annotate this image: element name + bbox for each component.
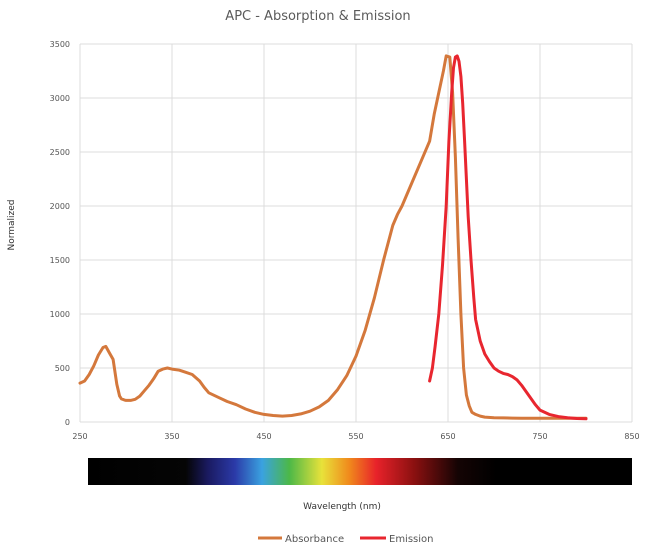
x-tick-label: 850 [624, 432, 639, 441]
y-tick-label: 1500 [50, 256, 70, 265]
y-axis-ticks: 0 500 1000 1500 2000 2500 3000 3500 [50, 40, 70, 427]
y-tick-label: 2500 [50, 148, 70, 157]
x-tick-label: 450 [256, 432, 271, 441]
series-line-absorbance [78, 54, 588, 420]
y-tick-label: 500 [55, 364, 70, 373]
legend-label-absorbance: Absorbance [285, 534, 344, 545]
spectrum-color-bar [88, 458, 632, 485]
x-tick-label: 550 [348, 432, 363, 441]
y-tick-label: 1000 [50, 310, 70, 319]
y-tick-label: 3000 [50, 94, 70, 103]
y-tick-label: 3500 [50, 40, 70, 49]
legend: Absorbance Emission [258, 534, 434, 545]
x-tick-label: 350 [164, 432, 179, 441]
y-axis-label: Normalized [7, 199, 17, 250]
x-tick-label: 650 [440, 432, 455, 441]
series-line-emission [428, 54, 588, 421]
chart-title: APC - Absorption & Emission [225, 9, 410, 24]
x-axis-label: Wavelength (nm) [303, 502, 381, 512]
grid [79, 43, 633, 423]
y-tick-label: 2000 [50, 202, 70, 211]
x-tick-label: 750 [532, 432, 547, 441]
legend-label-emission: Emission [389, 534, 434, 545]
y-tick-label: 0 [65, 418, 70, 427]
series-lines [78, 54, 588, 421]
x-axis-ticks: 250 350 450 550 650 750 850 [72, 432, 639, 441]
x-tick-label: 250 [72, 432, 87, 441]
